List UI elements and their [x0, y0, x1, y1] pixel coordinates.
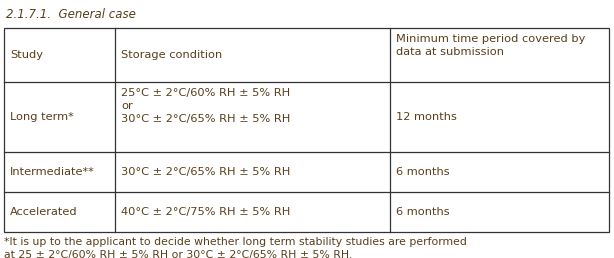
Text: 40°C ± 2°C/75% RH ± 5% RH: 40°C ± 2°C/75% RH ± 5% RH	[121, 207, 290, 217]
Text: Storage condition: Storage condition	[121, 50, 222, 60]
Text: Minimum time period covered by
data at submission: Minimum time period covered by data at s…	[396, 34, 585, 57]
Text: Long term*: Long term*	[10, 112, 74, 122]
Text: 12 months: 12 months	[396, 112, 457, 122]
Text: Intermediate**: Intermediate**	[10, 167, 95, 177]
Bar	[4, 28, 609, 232]
Text: 30°C ± 2°C/65% RH ± 5% RH: 30°C ± 2°C/65% RH ± 5% RH	[121, 167, 290, 177]
Text: 2.1.7.1.  General case: 2.1.7.1. General case	[6, 7, 136, 20]
Text: Study: Study	[10, 50, 43, 60]
Text: *It is up to the applicant to decide whether long term stability studies are per: *It is up to the applicant to decide whe…	[4, 237, 467, 258]
Text: Accelerated: Accelerated	[10, 207, 77, 217]
Text: 6 months: 6 months	[396, 167, 449, 177]
Text: 25°C ± 2°C/60% RH ± 5% RH
or
30°C ± 2°C/65% RH ± 5% RH: 25°C ± 2°C/60% RH ± 5% RH or 30°C ± 2°C/…	[121, 88, 290, 124]
Text: 6 months: 6 months	[396, 207, 449, 217]
